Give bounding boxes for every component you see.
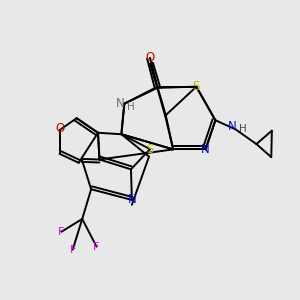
Text: O: O: [55, 122, 64, 135]
Text: N: N: [201, 143, 210, 156]
Text: F: F: [93, 242, 100, 252]
Text: F: F: [70, 244, 76, 255]
Text: H: H: [127, 102, 135, 112]
Text: H: H: [239, 124, 247, 134]
Text: F: F: [58, 227, 64, 237]
Text: S: S: [146, 142, 154, 156]
Text: N: N: [228, 120, 237, 133]
Text: O: O: [146, 51, 154, 64]
Text: S: S: [193, 80, 200, 93]
Text: N: N: [128, 194, 136, 206]
Text: N: N: [116, 97, 125, 110]
